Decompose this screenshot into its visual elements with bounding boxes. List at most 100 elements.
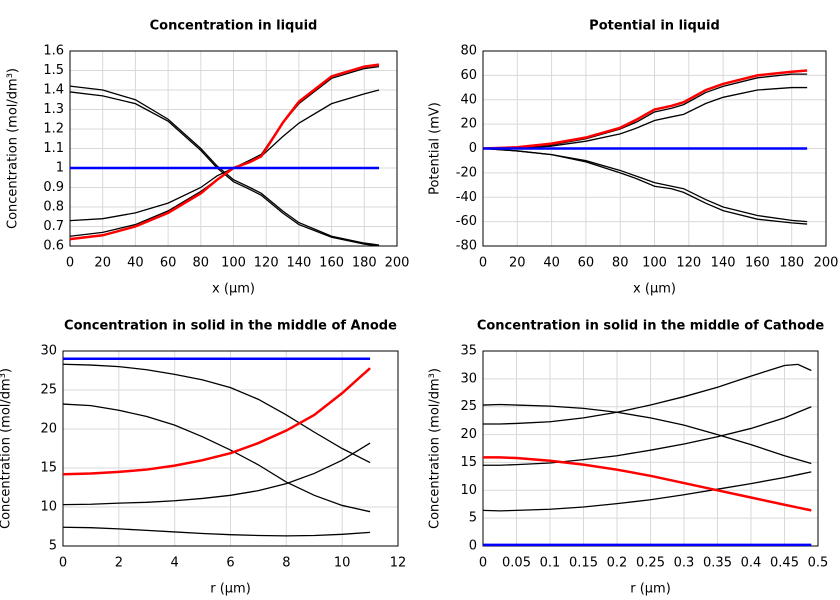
y-axis-label: Concentration (mol/dm³) (0, 368, 14, 529)
y-tick-label: 5 (469, 511, 477, 526)
plot-frame (69, 50, 398, 247)
x-tick-label: 160 (319, 256, 344, 271)
x-tick-label: 6 (226, 556, 234, 571)
x-tick-label: 100 (642, 256, 667, 271)
y-tick-label: 40 (460, 92, 477, 107)
x-tick-label: 40 (127, 256, 144, 271)
x-tick-label: 180 (779, 256, 804, 271)
x-tick-label: 0.2 (607, 556, 628, 571)
y-tick-label: 15 (460, 455, 477, 470)
x-tick-label: 12 (390, 556, 407, 571)
y-tick-label: 0.7 (43, 219, 64, 234)
data-line (62, 442, 371, 506)
y-tick-label: 35 (460, 344, 477, 359)
y-tick-label: 1.6 (43, 44, 64, 59)
data-line (62, 403, 371, 513)
x-axis-label: x (µm) (212, 282, 255, 297)
x-tick-label: 140 (286, 256, 311, 271)
x-tick-label: 0.15 (569, 556, 598, 571)
chart-title: Potential in liquid (589, 19, 720, 34)
y-tick-label: 0 (469, 141, 477, 156)
data-line (482, 147, 808, 225)
data-line (62, 363, 371, 464)
y-tick-label: 1 (56, 161, 64, 176)
y-tick-label: 30 (460, 371, 477, 386)
x-tick-label: 0.5 (808, 556, 829, 571)
x-tick-label: 200 (814, 256, 839, 271)
x-tick-label: 0 (479, 556, 487, 571)
y-tick-label: 1.3 (43, 102, 64, 117)
x-tick-label: 0.3 (674, 556, 695, 571)
y-tick-label: -60 (456, 214, 477, 229)
plot-frame (62, 350, 399, 547)
x-tick-label: 0 (59, 556, 67, 571)
data-line (482, 69, 808, 150)
x-tick-label: 0 (479, 256, 487, 271)
y-axis-label: Concentration (mol/dm³) (6, 68, 21, 229)
x-tick-label: 0.05 (502, 556, 531, 571)
y-tick-label: -20 (456, 165, 477, 180)
y-tick-label: 25 (460, 399, 477, 414)
y-tick-label: 60 (460, 68, 477, 83)
chart-title: Concentration in liquid (150, 19, 318, 34)
y-tick-label: 20 (460, 427, 477, 442)
x-tick-label: 0 (66, 256, 74, 271)
data-line (62, 526, 371, 537)
y-tick-label: 0.9 (43, 180, 64, 195)
x-tick-label: 60 (160, 256, 177, 271)
y-tick-label: 0.8 (43, 200, 64, 215)
x-tick-label: 10 (334, 556, 351, 571)
x-tick-label: 4 (171, 556, 179, 571)
data-line (69, 85, 380, 246)
y-tick-label: 20 (40, 422, 57, 437)
data-line (483, 86, 808, 150)
y-tick-label: 80 (460, 44, 477, 59)
x-tick-label: 200 (385, 256, 410, 271)
x-tick-label: 40 (543, 256, 560, 271)
data-line (62, 367, 371, 476)
y-tick-label: 0 (469, 539, 477, 554)
data-line (69, 65, 380, 237)
x-tick-label: 0.35 (703, 556, 732, 571)
x-tick-label: 20 (509, 256, 526, 271)
data-line (483, 406, 812, 466)
y-tick-label: 15 (40, 461, 57, 476)
x-tick-label: 160 (745, 256, 770, 271)
y-tick-label: 20 (460, 117, 477, 132)
y-axis-label: Potential (mV) (428, 102, 443, 195)
data-line (69, 63, 380, 241)
data-line (482, 471, 812, 512)
x-tick-label: 2 (115, 556, 123, 571)
data-line (482, 403, 812, 465)
data-line (482, 147, 808, 223)
y-tick-label: 10 (460, 483, 477, 498)
x-axis-label: x (µm) (633, 282, 676, 297)
y-axis-label: Concentration (mol/dm³) (428, 368, 443, 529)
y-tick-label: 25 (40, 383, 57, 398)
y-tick-label: -80 (456, 239, 477, 254)
data-line (483, 363, 812, 425)
y-tick-label: 0.6 (43, 239, 64, 254)
x-tick-label: 80 (193, 256, 210, 271)
data-line (482, 73, 808, 150)
y-tick-label: 30 (40, 344, 57, 359)
x-tick-label: 100 (221, 256, 246, 271)
x-axis-label: r (µm) (630, 582, 671, 597)
y-tick-label: 1.5 (43, 63, 64, 78)
y-tick-label: 5 (49, 539, 57, 554)
x-tick-label: 140 (711, 256, 736, 271)
chart-title: Concentration in solid in the middle of … (477, 319, 825, 334)
y-tick-label: 1.2 (43, 122, 64, 137)
x-tick-label: 0.4 (741, 556, 762, 571)
x-tick-label: 120 (254, 256, 279, 271)
x-tick-label: 60 (578, 256, 595, 271)
y-tick-label: -40 (456, 190, 477, 205)
data-line (69, 91, 380, 247)
y-tick-label: 1.1 (43, 141, 64, 156)
x-tick-label: 0.45 (770, 556, 799, 571)
x-tick-label: 80 (612, 256, 629, 271)
x-tick-label: 120 (676, 256, 701, 271)
y-tick-label: 1.4 (43, 83, 64, 98)
